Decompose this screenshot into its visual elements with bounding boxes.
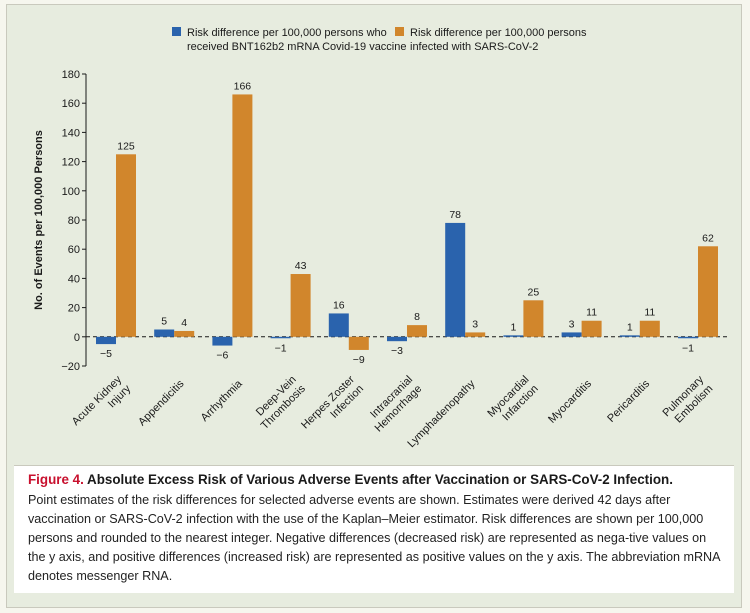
chart-legend: Risk difference per 100,000 persons who r…	[172, 27, 587, 53]
x-category-label: Myocarditis	[546, 378, 594, 426]
data-label-s2-11: 62	[702, 232, 714, 244]
bar-s1-11	[678, 336, 698, 339]
bar-s1-5	[328, 313, 349, 337]
x-category-label: Arrhythmia	[199, 377, 246, 424]
data-label-s2-3: 166	[234, 80, 252, 92]
bar-s2-9	[581, 320, 602, 337]
data-label-s1-1: −5	[100, 348, 112, 360]
bar-s2-1	[116, 154, 136, 337]
bar-s2-11	[698, 246, 718, 337]
bar-s2-2	[174, 330, 195, 337]
bar-s1-3	[212, 336, 233, 346]
bar-s1-9	[561, 332, 582, 337]
bar-s1-1	[96, 336, 116, 345]
y-tick-label: 80	[68, 215, 80, 227]
data-label-s1-2: 5	[161, 316, 167, 328]
data-label-s1-8: 1	[510, 321, 516, 333]
x-category-label: Pericarditis	[605, 378, 652, 425]
y-tick-label: 20	[68, 303, 80, 315]
y-tick-label: 0	[74, 332, 80, 344]
data-label-s2-9: 11	[586, 307, 597, 319]
bar-s2-5	[348, 336, 369, 350]
legend-swatch-1	[172, 27, 181, 36]
bar-s1-8	[503, 335, 524, 337]
data-label-s1-11: −1	[682, 342, 694, 354]
y-tick-label: 100	[62, 186, 80, 198]
bar-chart: Risk difference per 100,000 persons who r…	[33, 27, 730, 450]
y-tick-label: 140	[62, 127, 80, 139]
x-category-label: MyocardialInfarction	[485, 374, 540, 429]
caption-text: Point estimates of the risk differences …	[28, 493, 720, 583]
legend-label-1: Risk difference per 100,000 persons who	[187, 27, 387, 39]
legend-label-2: Risk difference per 100,000 persons	[410, 27, 587, 39]
y-tick-label: 180	[62, 69, 80, 81]
data-label-s2-1: 125	[117, 140, 135, 152]
data-label-s1-5: 16	[333, 299, 345, 311]
data-label-s2-8: 25	[528, 286, 540, 298]
y-axis-title: No. of Events per 100,000 Persons	[33, 130, 45, 310]
bar-s1-4	[270, 336, 291, 339]
data-label-s1-7: 78	[449, 209, 461, 221]
y-tick-label: 60	[68, 244, 80, 256]
bar-s1-7	[445, 222, 466, 337]
data-label-s1-3: −6	[216, 350, 228, 362]
bar-s1-6	[387, 336, 407, 342]
y-tick-label: −20	[61, 361, 80, 373]
data-label-s2-4: 43	[295, 260, 307, 272]
data-label-s2-2: 4	[181, 317, 187, 329]
data-label-s2-6: 8	[414, 311, 420, 323]
data-label-s1-4: −1	[275, 342, 287, 354]
bar-s2-10	[639, 320, 660, 337]
y-tick-label: 160	[62, 98, 80, 110]
legend-swatch-2	[395, 27, 404, 36]
x-category-label: PulmonaryEmbolism	[660, 373, 715, 428]
y-axis: −20 0 20 40 60 80 100 120 140 160 180 No. of Events…	[33, 69, 730, 373]
caption-title: Absolute Excess Risk of Various Adverse …	[87, 472, 673, 487]
legend-label-2: infected with SARS-CoV-2	[410, 41, 538, 53]
data-label-s1-9: 3	[569, 318, 575, 330]
x-category-label: IntracranialHemorrhage	[363, 374, 424, 435]
data-label-s2-10: 11	[644, 307, 655, 319]
bar-s2-3	[232, 94, 253, 337]
data-label-s1-10: 1	[627, 321, 633, 333]
bar-s1-10	[619, 335, 640, 337]
y-tick-label: 120	[62, 157, 80, 169]
data-label-s2-5: −9	[353, 354, 365, 366]
data-label-s1-6: −3	[391, 345, 403, 357]
x-category-label: Herpes ZosterInfection	[299, 373, 366, 440]
figure-caption: Figure 4. Absolute Excess Risk of Variou…	[14, 465, 734, 593]
y-tick-label: 40	[68, 273, 80, 285]
x-category-label: Acute KidneyInjury	[70, 373, 134, 437]
legend-label-1: received BNT162b2 mRNA Covid-19 vaccine	[187, 41, 407, 53]
bar-s2-7	[465, 332, 486, 337]
bar-s2-4	[290, 274, 311, 337]
data-label-s2-7: 3	[472, 318, 478, 330]
bar-s2-6	[407, 325, 427, 337]
bar-s1-2	[154, 329, 175, 337]
bar-s2-8	[523, 300, 544, 337]
x-axis-labels: Acute KidneyInjury Appendicitis Arrhythmia…	[70, 373, 716, 450]
figure-label: Figure 4.	[28, 472, 84, 487]
x-category-label: Appendicitis	[136, 378, 187, 429]
